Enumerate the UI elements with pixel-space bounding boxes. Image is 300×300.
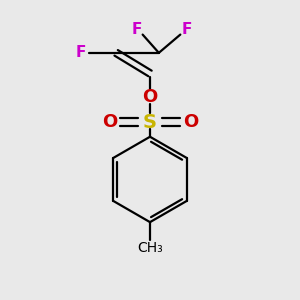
- Text: O: O: [142, 88, 158, 106]
- Text: CH₃: CH₃: [137, 241, 163, 255]
- Text: S: S: [143, 112, 157, 131]
- Text: O: O: [183, 113, 198, 131]
- Text: O: O: [102, 113, 117, 131]
- Text: F: F: [182, 22, 192, 37]
- Text: F: F: [76, 45, 86, 60]
- Text: F: F: [132, 22, 142, 37]
